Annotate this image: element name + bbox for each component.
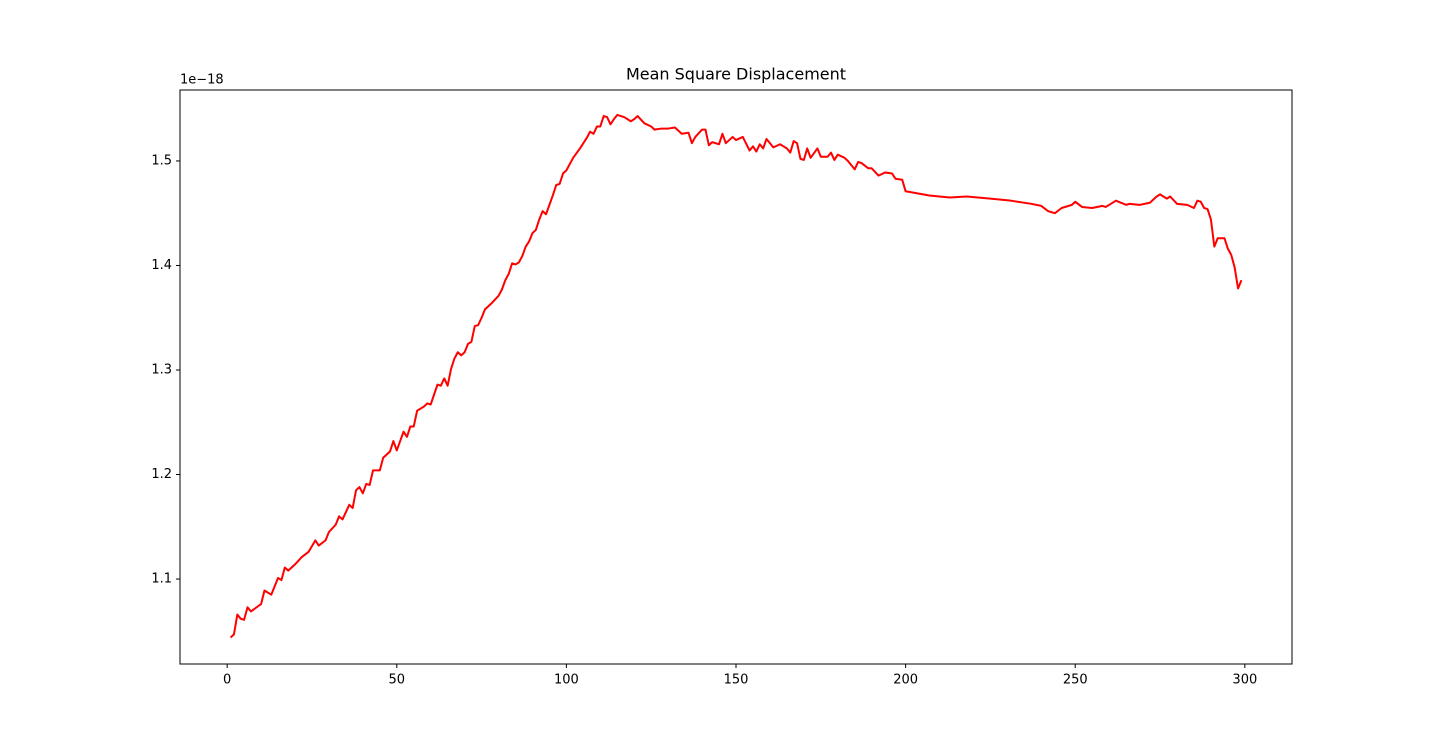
y-tick-label: 1.1	[151, 572, 172, 587]
chart-title: Mean Square Displacement	[626, 65, 846, 84]
y-tick-label: 1.3	[151, 362, 172, 377]
x-tick-label: 100	[554, 673, 579, 688]
y-tick-label: 1.5	[151, 153, 172, 168]
x-tick-label: 200	[893, 673, 918, 688]
data-line	[229, 113, 1243, 639]
y-tick-label: 1.4	[151, 258, 172, 273]
y-tick-label: 1.2	[151, 467, 172, 482]
x-tick-label: 50	[388, 673, 405, 688]
x-tick-label: 0	[223, 673, 231, 688]
y-offset-label: 1e−18	[180, 73, 224, 88]
plot-frame	[179, 89, 1293, 665]
x-tick-label: 150	[724, 673, 749, 688]
x-tick-label: 300	[1232, 673, 1257, 688]
x-tick-label: 250	[1063, 673, 1088, 688]
